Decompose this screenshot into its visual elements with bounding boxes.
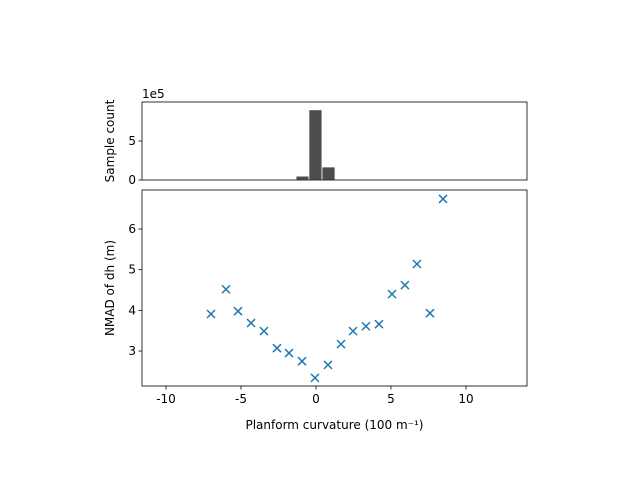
scatter-point <box>361 321 371 331</box>
histogram-bar <box>308 109 323 181</box>
y-tick-label: 5 <box>128 263 136 277</box>
scatter-point <box>259 326 269 336</box>
scatter-point <box>412 259 422 269</box>
scatter-point <box>438 194 448 204</box>
scatter-point <box>387 289 397 299</box>
y-axis-label: Sample count <box>103 99 117 182</box>
scatter-point <box>284 348 294 358</box>
scatter-point <box>272 343 282 353</box>
scatter-point <box>206 309 216 319</box>
scatter-point <box>374 319 384 329</box>
histogram-bar <box>295 175 310 181</box>
x-tick-label: -10 <box>156 392 176 406</box>
y-tick-label: 4 <box>128 303 136 317</box>
histogram-bar <box>321 166 336 181</box>
y-tick-label: 3 <box>128 344 136 358</box>
scatter-point <box>336 339 346 349</box>
scatter-point <box>221 284 231 294</box>
scatter-point <box>310 373 320 383</box>
x-axis-label: Planform curvature (100 m⁻¹) <box>245 418 423 432</box>
y-tick-label: 5 <box>128 134 136 148</box>
y-offset-label: 1e5 <box>142 87 165 101</box>
y-axis-label: NMAD of dh (m) <box>103 240 117 336</box>
scatter-point <box>348 326 358 336</box>
x-tick-label: 10 <box>458 392 473 406</box>
x-tick-label: 5 <box>387 392 395 406</box>
scatter-point <box>425 308 435 318</box>
x-tick-label: 0 <box>312 392 320 406</box>
scatter-point <box>246 318 256 328</box>
scatter-point <box>323 360 333 370</box>
scatter-point <box>297 356 307 366</box>
scatter-point <box>400 280 410 290</box>
scatter-point <box>233 306 243 316</box>
y-tick-label: 6 <box>128 222 136 236</box>
y-tick-label: 0 <box>128 173 136 187</box>
x-tick-label: -5 <box>235 392 247 406</box>
axes-frame <box>141 189 528 387</box>
